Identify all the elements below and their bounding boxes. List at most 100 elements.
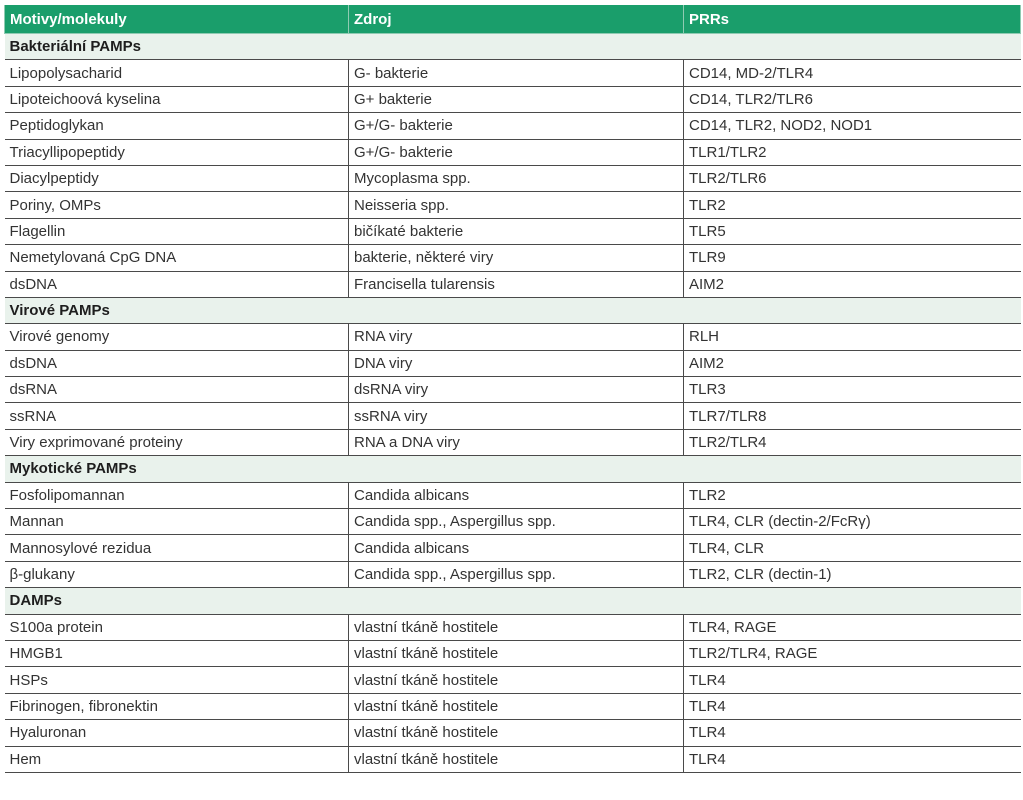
cell-prrs: TLR2/TLR4 — [683, 428, 1021, 457]
table-row: Nemetylovaná CpG DNA bakterie, některé vi… — [4, 244, 1021, 272]
cell-prrs: TLR5 — [683, 217, 1021, 246]
cell-source: RNA a DNA viry — [348, 428, 684, 457]
section-title: DAMPs — [4, 587, 1021, 615]
cell-motif: Peptidoglykan — [4, 112, 349, 140]
cell-prrs: TLR2/TLR6 — [683, 164, 1021, 193]
table-row: Peptidoglykan G+/G- bakterie CD14, TLR2, N… — [4, 112, 1021, 140]
cell-motif: β-glukany — [4, 560, 349, 589]
cell-prrs: TLR4 — [683, 745, 1021, 773]
table-row: Hyaluronan vlastní tkáně hostitele TLR4 — [4, 719, 1021, 747]
cell-prrs: TLR4 — [683, 692, 1021, 721]
cell-source: vlastní tkáně hostitele — [348, 613, 684, 641]
cell-motif: Diacylpeptidy — [4, 164, 349, 193]
section-title: Virové PAMPs — [4, 296, 1021, 325]
cell-source: Candida spp., Aspergillus spp. — [348, 508, 684, 536]
cell-source: vlastní tkáně hostitele — [348, 639, 684, 668]
table-body: Bakteriální PAMPs Lipopolysacharid G- bakt… — [4, 32, 1021, 773]
cell-source: ssRNA viry — [348, 402, 684, 430]
cell-motif: Lipopolysacharid — [4, 59, 349, 87]
section-row: Mykotické PAMPs — [4, 455, 1021, 483]
cell-source: Neisseria spp. — [348, 191, 684, 219]
cell-prrs: AIM2 — [683, 270, 1021, 298]
cell-motif: Nemetylovaná CpG DNA — [4, 244, 349, 272]
table-row: Lipopolysacharid G- bakterie CD14, MD-2/TL… — [4, 59, 1021, 87]
table-row: Virové genomy RNA viry RLH — [4, 323, 1021, 351]
pamp-prr-table-container: Motivy/molekuly Zdroj PRRs Bakteriální P… — [4, 5, 1021, 773]
cell-motif: HSPs — [4, 666, 349, 694]
cell-prrs: AIM2 — [683, 349, 1021, 378]
cell-source: G+/G- bakterie — [348, 138, 684, 166]
section-title: Mykotické PAMPs — [4, 455, 1021, 483]
table-row: Triacyllipopeptidy G+/G- bakterie TLR1/TLR… — [4, 138, 1021, 166]
cell-motif: ssRNA — [4, 402, 349, 430]
cell-source: vlastní tkáně hostitele — [348, 745, 684, 773]
cell-source: G- bakterie — [348, 59, 684, 87]
section-row: Virové PAMPs — [4, 296, 1021, 325]
cell-prrs: TLR2/TLR4, RAGE — [683, 639, 1021, 668]
table-row: β-glukany Candida spp., Aspergillus spp. T… — [4, 560, 1021, 589]
cell-motif: Poriny, OMPs — [4, 191, 349, 219]
cell-prrs: TLR3 — [683, 376, 1021, 404]
table-row: Fosfolipomannan Candida albicans TLR2 — [4, 481, 1021, 510]
table-row: S100a protein vlastní tkáně hostitele TLR4… — [4, 613, 1021, 641]
cell-source: RNA viry — [348, 323, 684, 351]
pamp-prr-table: Motivy/molekuly Zdroj PRRs Bakteriální P… — [4, 5, 1021, 773]
cell-source: Candida albicans — [348, 481, 684, 510]
cell-prrs: TLR4, RAGE — [683, 613, 1021, 641]
table-row: Viry exprimované proteiny RNA a DNA viry T… — [4, 428, 1021, 457]
cell-motif: Viry exprimované proteiny — [4, 428, 349, 457]
cell-source: vlastní tkáně hostitele — [348, 666, 684, 694]
cell-source: vlastní tkáně hostitele — [348, 719, 684, 747]
column-header-prrs: PRRs — [683, 5, 1021, 34]
cell-prrs: TLR4, CLR — [683, 534, 1021, 562]
cell-source: bakterie, některé viry — [348, 244, 684, 272]
table-row: Poriny, OMPs Neisseria spp. TLR2 — [4, 191, 1021, 219]
table-row: ssRNA ssRNA viry TLR7/TLR8 — [4, 402, 1021, 430]
table-row: Flagellin bičíkaté bakterie TLR5 — [4, 217, 1021, 246]
table-row: Fibrinogen, fibronektin vlastní tkáně hos… — [4, 692, 1021, 721]
cell-source: Candida albicans — [348, 534, 684, 562]
cell-motif: S100a protein — [4, 613, 349, 641]
table-row: Diacylpeptidy Mycoplasma spp. TLR2/TLR6 — [4, 164, 1021, 193]
cell-prrs: TLR4 — [683, 666, 1021, 694]
cell-motif: HMGB1 — [4, 639, 349, 668]
table-row: dsRNA dsRNA viry TLR3 — [4, 376, 1021, 404]
cell-prrs: TLR2 — [683, 191, 1021, 219]
cell-motif: Virové genomy — [4, 323, 349, 351]
table-row: HSPs vlastní tkáně hostitele TLR4 — [4, 666, 1021, 694]
cell-motif: Mannosylové rezidua — [4, 534, 349, 562]
column-header-source: Zdroj — [348, 5, 684, 34]
cell-prrs: TLR9 — [683, 244, 1021, 272]
section-title: Bakteriální PAMPs — [4, 32, 1021, 61]
section-row: DAMPs — [4, 587, 1021, 615]
table-row: dsDNA Francisella tularensis AIM2 — [4, 270, 1021, 298]
table-header: Motivy/molekuly Zdroj PRRs — [4, 5, 1021, 34]
header-row: Motivy/molekuly Zdroj PRRs — [4, 5, 1021, 34]
cell-motif: Fosfolipomannan — [4, 481, 349, 510]
cell-prrs: TLR7/TLR8 — [683, 402, 1021, 430]
cell-source: G+/G- bakterie — [348, 112, 684, 140]
cell-source: vlastní tkáně hostitele — [348, 692, 684, 721]
cell-prrs: TLR2, CLR (dectin-1) — [683, 560, 1021, 589]
cell-prrs: RLH — [683, 323, 1021, 351]
cell-source: DNA viry — [348, 349, 684, 378]
cell-source: dsRNA viry — [348, 376, 684, 404]
cell-motif: Triacyllipopeptidy — [4, 138, 349, 166]
cell-prrs: CD14, TLR2, NOD2, NOD1 — [683, 112, 1021, 140]
cell-source: Mycoplasma spp. — [348, 164, 684, 193]
cell-motif: Mannan — [4, 508, 349, 536]
cell-source: G+ bakterie — [348, 85, 684, 114]
cell-prrs: TLR2 — [683, 481, 1021, 510]
table-row: Lipoteichoová kyselina G+ bakterie CD14, T… — [4, 85, 1021, 114]
cell-source: Candida spp., Aspergillus spp. — [348, 560, 684, 589]
cell-motif: Lipoteichoová kyselina — [4, 85, 349, 114]
cell-prrs: TLR4 — [683, 719, 1021, 747]
cell-motif: Hyaluronan — [4, 719, 349, 747]
cell-motif: Fibrinogen, fibronektin — [4, 692, 349, 721]
cell-source: bičíkaté bakterie — [348, 217, 684, 246]
section-row: Bakteriální PAMPs — [4, 32, 1021, 61]
cell-prrs: TLR1/TLR2 — [683, 138, 1021, 166]
table-row: Hem vlastní tkáně hostitele TLR4 — [4, 745, 1021, 773]
table-row: Mannan Candida spp., Aspergillus spp. TLR4… — [4, 508, 1021, 536]
cell-motif: Hem — [4, 745, 349, 773]
